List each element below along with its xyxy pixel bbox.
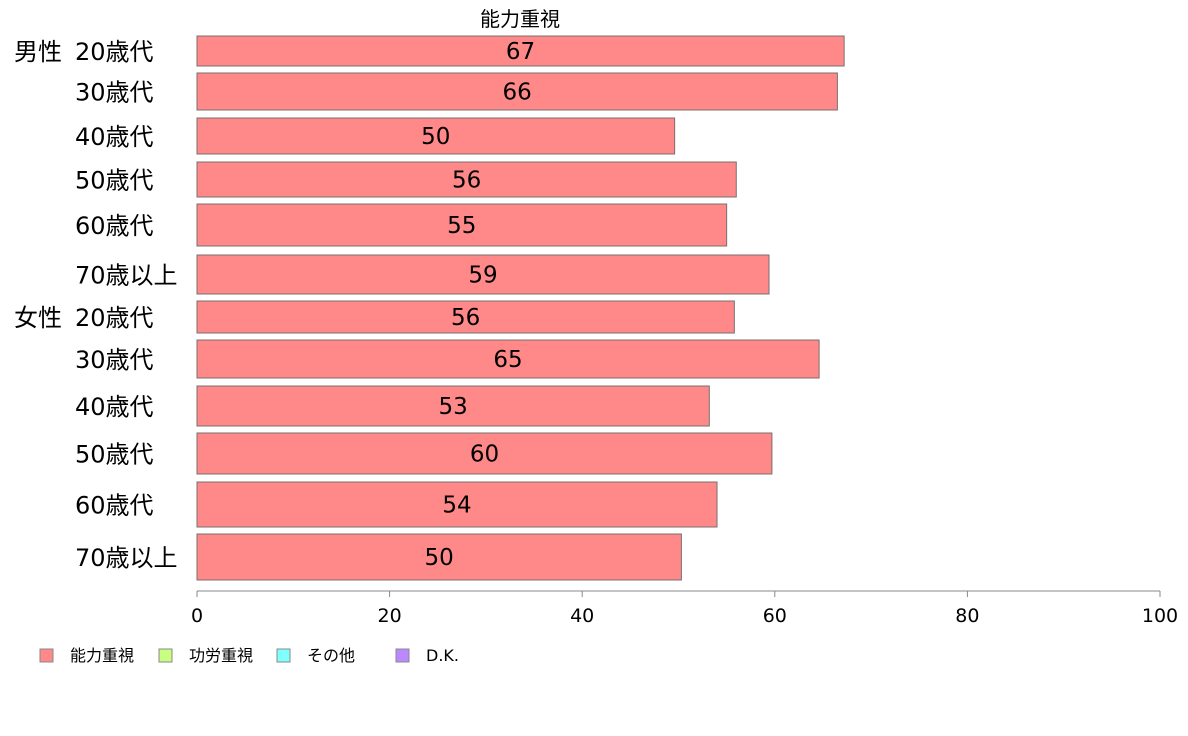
x-tick-label: 0 [191,605,203,627]
bar [196,533,682,581]
bar [196,300,735,334]
category-label: 60歳代 [75,492,154,520]
x-axis: 0 20 40 60 80 100 [191,590,1178,627]
legend-swatch [395,648,410,663]
bar [196,254,770,295]
bar-value-label: 56 [451,305,480,331]
chart-title: 能力重視 [480,7,560,31]
legend-label: 功労重視 [189,646,253,665]
bar-value-label: 50 [425,545,454,571]
category-group-label: 男性 [14,38,62,66]
bar-value-label: 66 [503,80,532,106]
category-label: 30歳代 [75,346,154,374]
bar [196,432,773,475]
category-label: 40歳代 [75,393,154,421]
bar [196,339,820,379]
bar [196,161,737,198]
category-label: 70歳以上 [75,262,178,290]
x-tick-label: 40 [570,605,594,627]
bar-value-label: 54 [442,493,471,519]
bar [196,35,845,67]
legend-label: D.K. [426,646,459,665]
category-label: 20歳代 [75,304,154,332]
legend-swatch [158,648,173,663]
legend-label: その他 [307,646,355,665]
category-label: 20歳代 [75,38,154,66]
bar-value-label: 59 [468,263,497,289]
bar-value-label: 55 [447,213,476,239]
bar-value-label: 67 [506,39,535,65]
category-group-label: 女性 [14,304,62,332]
category-label: 50歳代 [75,441,154,469]
category-label: 40歳代 [75,123,154,151]
legend-label: 能力重視 [70,646,134,665]
legend-swatch [276,648,291,663]
bar-value-label: 56 [452,168,481,194]
bars-group: 67 男性 20歳代 66 30歳代 50 40歳代 56 50歳代 55 60歳代 59 70歳以上 5… [14,35,845,581]
bar [196,481,718,528]
bar-value-label: 65 [493,347,522,373]
bar [196,385,710,427]
bar [196,117,676,155]
category-label: 50歳代 [75,167,154,195]
bar [196,203,728,247]
bar-value-label: 60 [470,442,499,468]
legend-swatch [39,648,54,663]
x-tick-label: 60 [763,605,787,627]
category-label: 70歳以上 [75,544,178,572]
bar [196,72,838,111]
bar-value-label: 53 [439,394,468,420]
bar-value-label: 50 [421,124,450,150]
x-tick-label: 100 [1142,605,1178,627]
category-label: 60歳代 [75,212,154,240]
category-label: 30歳代 [75,79,154,107]
legend: 能力重視 功労重視 その他 D.K. [39,646,459,665]
x-tick-label: 80 [955,605,979,627]
x-tick-label: 20 [378,605,402,627]
